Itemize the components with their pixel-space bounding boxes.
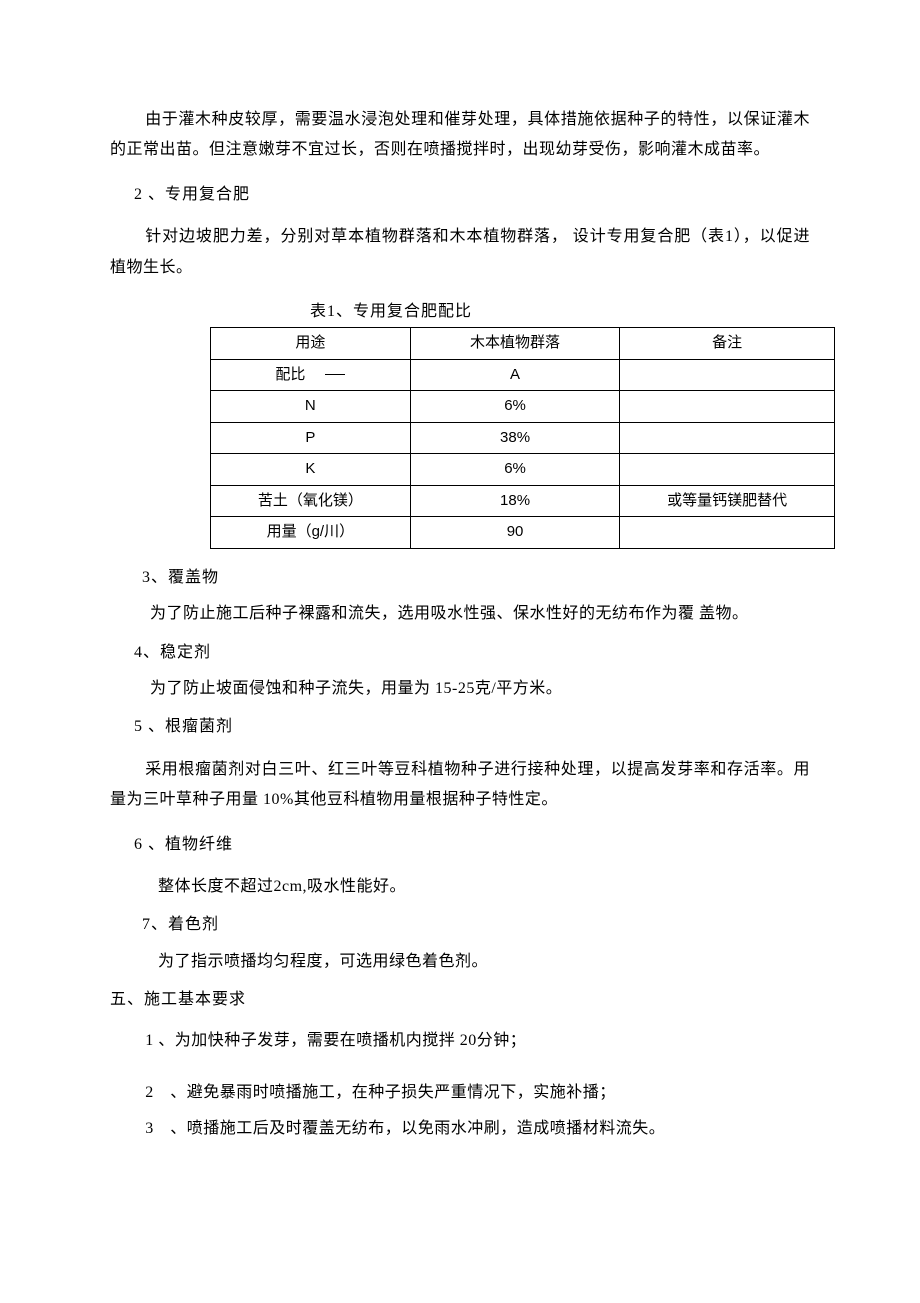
- requirement-1: 1 、为加快种子发芽，需要在喷播机内搅拌 20分钟；: [145, 1026, 810, 1056]
- table-cell: P: [211, 422, 411, 454]
- table-row: 用途 木本植物群落 备注: [211, 328, 835, 360]
- table-row: 用量（g/川） 90: [211, 517, 835, 549]
- table-cell: 用途: [211, 328, 411, 360]
- paragraph-shrub: 由于灌木种皮较厚，需要温水浸泡处理和催芽处理，具体措施依据种子的特性，以保证灌木…: [110, 105, 810, 166]
- table-cell: [620, 391, 835, 423]
- table-row: 苦土（氧化镁） 18% 或等量钙镁肥替代: [211, 485, 835, 517]
- paragraph-cover: 为了防止施工后种子裸露和流失，选用吸水性强、保水性好的无纺布作为覆 盖物。: [150, 599, 810, 629]
- requirement-2: 2 、避免暴雨时喷播施工，在种子损失严重情况下，实施补播；: [145, 1078, 810, 1108]
- table-cell: 木本植物群落: [410, 328, 620, 360]
- section-3-title: 3、覆盖物: [142, 563, 810, 593]
- fertilizer-table: 用途 木本植物群落 备注 配比 A N 6% P 38% K 6% 苦土（氧化镁…: [210, 327, 835, 549]
- table-cell: [620, 422, 835, 454]
- table-caption: 表1、专用复合肥配比: [310, 297, 810, 327]
- paragraph-fiber: 整体长度不超过2cm,吸水性能好。: [158, 872, 810, 902]
- paragraph-rhizobium: 采用根瘤菌剂对白三叶、红三叶等豆科植物种子进行接种处理，以提高发芽率和存活率。用…: [110, 755, 810, 816]
- table-cell: 6%: [410, 454, 620, 486]
- table-cell: K: [211, 454, 411, 486]
- table-cell: N: [211, 391, 411, 423]
- requirement-3: 3 、喷播施工后及时覆盖无纺布，以免雨水冲刷，造成喷播材料流失。: [145, 1114, 810, 1144]
- section-5-title: 5 、根瘤菌剂: [134, 712, 810, 742]
- table-cell: 18%: [410, 485, 620, 517]
- section-2-title: 2 、专用复合肥: [134, 180, 810, 210]
- table-cell: [620, 517, 835, 549]
- section-7-title: 7、着色剂: [142, 910, 810, 940]
- table-cell: 用量（g/川）: [211, 517, 411, 549]
- section-6-title: 6 、植物纤维: [134, 830, 810, 860]
- table-cell: 或等量钙镁肥替代: [620, 485, 835, 517]
- table-cell: 90: [410, 517, 620, 549]
- table-cell: 备注: [620, 328, 835, 360]
- table-cell: [620, 359, 835, 391]
- table-cell: 配比: [211, 359, 411, 391]
- heading-5: 五、施工基本要求: [110, 985, 810, 1015]
- table-row: N 6%: [211, 391, 835, 423]
- table-cell: 苦土（氧化镁）: [211, 485, 411, 517]
- section-4-title: 4、稳定剂: [134, 638, 810, 668]
- table-cell: A: [410, 359, 620, 391]
- table-row: 配比 A: [211, 359, 835, 391]
- paragraph-colorant: 为了指示喷播均匀程度，可选用绿色着色剂。: [158, 947, 810, 977]
- paragraph-fertilizer: 针对边坡肥力差，分别对草本植物群落和木本植物群落， 设计专用复合肥（表1），以促…: [110, 222, 810, 283]
- table-cell: [620, 454, 835, 486]
- table-row: K 6%: [211, 454, 835, 486]
- table-cell: 38%: [410, 422, 620, 454]
- table-row: P 38%: [211, 422, 835, 454]
- table-cell: 6%: [410, 391, 620, 423]
- paragraph-stabilizer: 为了防止坡面侵蚀和种子流失，用量为 15-25克/平方米。: [150, 674, 810, 704]
